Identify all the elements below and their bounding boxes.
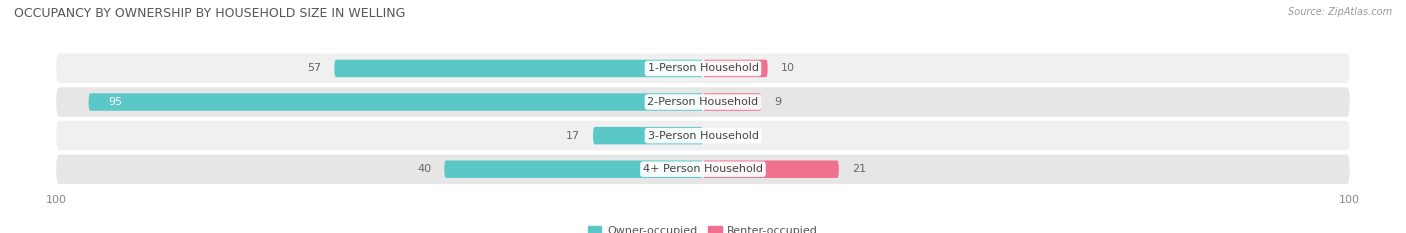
Text: 2-Person Household: 2-Person Household bbox=[647, 97, 759, 107]
Text: Source: ZipAtlas.com: Source: ZipAtlas.com bbox=[1288, 7, 1392, 17]
Text: 21: 21 bbox=[852, 164, 866, 174]
Text: 4+ Person Household: 4+ Person Household bbox=[643, 164, 763, 174]
Text: 9: 9 bbox=[775, 97, 782, 107]
FancyBboxPatch shape bbox=[593, 127, 703, 144]
FancyBboxPatch shape bbox=[56, 87, 1350, 117]
Text: 40: 40 bbox=[418, 164, 432, 174]
FancyBboxPatch shape bbox=[703, 161, 839, 178]
Text: 3-Person Household: 3-Person Household bbox=[648, 131, 758, 141]
Text: 10: 10 bbox=[780, 63, 794, 73]
FancyBboxPatch shape bbox=[703, 93, 761, 111]
Text: 57: 57 bbox=[308, 63, 322, 73]
FancyBboxPatch shape bbox=[335, 60, 703, 77]
Text: 17: 17 bbox=[567, 131, 581, 141]
Text: 95: 95 bbox=[108, 97, 122, 107]
FancyBboxPatch shape bbox=[56, 121, 1350, 151]
FancyBboxPatch shape bbox=[56, 54, 1350, 83]
Text: 0: 0 bbox=[716, 131, 723, 141]
FancyBboxPatch shape bbox=[703, 60, 768, 77]
FancyBboxPatch shape bbox=[56, 154, 1350, 184]
Text: OCCUPANCY BY OWNERSHIP BY HOUSEHOLD SIZE IN WELLING: OCCUPANCY BY OWNERSHIP BY HOUSEHOLD SIZE… bbox=[14, 7, 405, 20]
FancyBboxPatch shape bbox=[89, 93, 703, 111]
Legend: Owner-occupied, Renter-occupied: Owner-occupied, Renter-occupied bbox=[583, 221, 823, 233]
Text: 1-Person Household: 1-Person Household bbox=[648, 63, 758, 73]
FancyBboxPatch shape bbox=[444, 161, 703, 178]
